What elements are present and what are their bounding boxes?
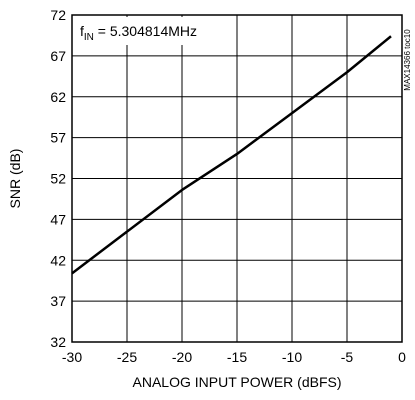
- y-tick-label: 42: [50, 252, 66, 268]
- snr-series-line: [71, 35, 392, 275]
- grid-lines: [72, 15, 402, 342]
- y-tick-label: 57: [50, 130, 66, 146]
- annotation-background: [74, 17, 224, 45]
- frequency-annotation: fIN = 5.304814MHz: [80, 23, 197, 43]
- annotation-text: = 5.304814MHz: [94, 23, 197, 39]
- x-tick-label: -5: [341, 349, 354, 365]
- y-axis-title: SNR (dB): [7, 149, 23, 209]
- x-tick-label: -30: [62, 349, 82, 365]
- x-axis-title: ANALOG INPUT POWER (dBFS): [133, 374, 342, 390]
- annotation-prefix: f: [80, 23, 84, 39]
- x-tick-label: 0: [398, 349, 406, 365]
- x-tick-labels: -30 -25 -20 -15 -10 -5 0: [62, 349, 406, 365]
- x-tick-label: -25: [117, 349, 137, 365]
- y-tick-label: 67: [50, 48, 66, 64]
- x-tick-label: -20: [172, 349, 192, 365]
- series-layer: [71, 35, 392, 275]
- x-tick-label: -15: [227, 349, 247, 365]
- x-tick-label: -10: [282, 349, 302, 365]
- y-tick-label: 52: [50, 171, 66, 187]
- y-tick-labels: 32 37 42 47 52 57 62 67 72: [50, 7, 66, 350]
- annotation-subscript: IN: [84, 32, 94, 43]
- y-tick-label: 37: [50, 293, 66, 309]
- figure-id-label: MAX14366 toc10: [403, 29, 412, 91]
- y-tick-label: 72: [50, 7, 66, 23]
- y-tick-label: 32: [50, 334, 66, 350]
- y-tick-label: 62: [50, 89, 66, 105]
- y-tick-label: 47: [50, 211, 66, 227]
- plot-frame: [71, 14, 403, 343]
